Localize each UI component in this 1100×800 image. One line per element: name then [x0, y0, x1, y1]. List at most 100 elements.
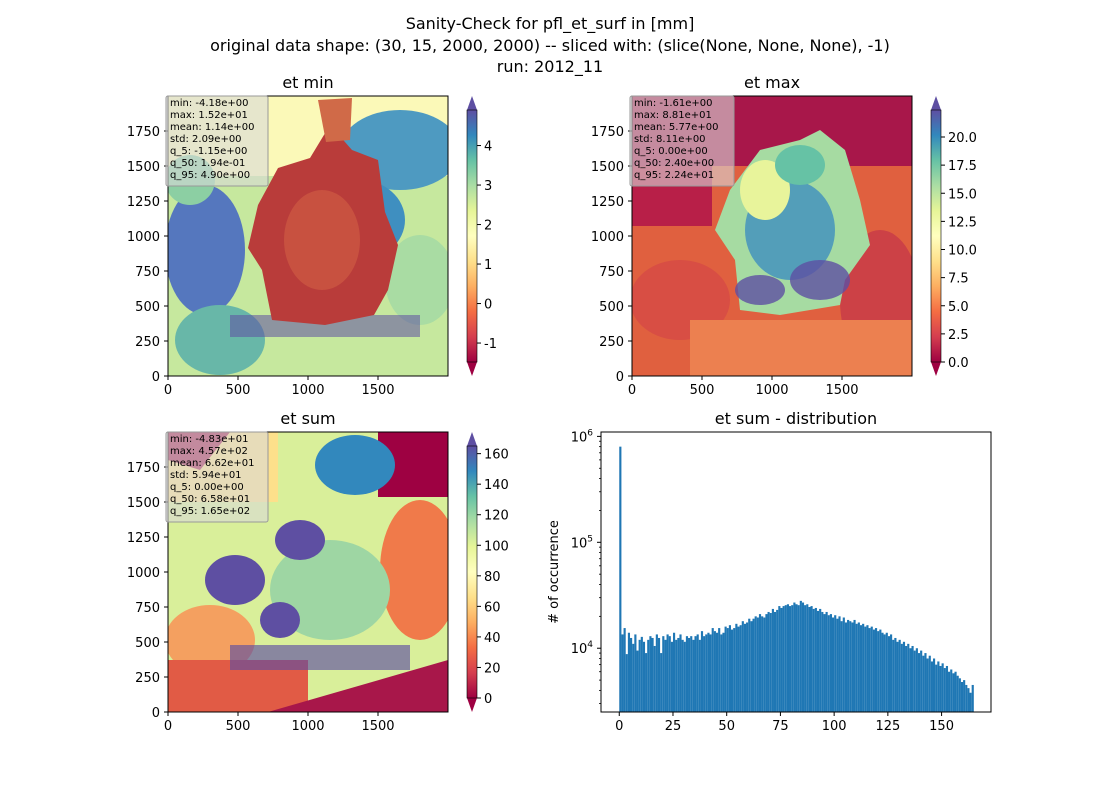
- figure-subtitle: original data shape: (30, 15, 2000, 2000…: [210, 36, 890, 55]
- colorbar-tick-label: 40: [484, 631, 501, 646]
- histogram-bar: [909, 648, 912, 712]
- y-tick-label: 1500: [127, 496, 160, 511]
- histogram-bar: [836, 618, 839, 712]
- histogram-bar: [842, 617, 845, 712]
- y-tick-label: 250: [135, 335, 160, 350]
- histogram-bar: [945, 665, 949, 712]
- y-tick-label: 250: [599, 335, 624, 350]
- histogram-bar: [913, 650, 916, 712]
- y-tick-label: 1000: [591, 230, 624, 245]
- histogram-bar: [698, 639, 701, 712]
- x-tick-label: 1500: [361, 719, 394, 734]
- panel-title: et sum: [280, 409, 335, 428]
- histogram-bar: [831, 617, 835, 712]
- colorbar-tick-label: -1: [484, 337, 497, 352]
- histogram-bar: [769, 613, 772, 712]
- stats-line: q_50: 2.40e+00: [634, 158, 714, 169]
- stats-box: min: -1.61e+00 max: 8.81e+01 mean: 5.77e…: [629, 95, 735, 187]
- colorbar-tick-label: 140: [484, 478, 509, 493]
- histogram-bar: [816, 610, 820, 712]
- histogram-bar: [971, 684, 974, 712]
- y-tick-label: 106: [571, 428, 594, 445]
- panel-title: et max: [744, 73, 800, 92]
- stats-line: max: 8.81e+01: [634, 110, 712, 121]
- histogram-bar: [619, 446, 622, 712]
- histogram-bar: [915, 648, 918, 712]
- histogram-bar: [801, 602, 805, 712]
- histogram-bar: [670, 641, 673, 712]
- histogram-bar: [621, 634, 624, 712]
- y-tick-label: 1750: [591, 125, 624, 140]
- stats-line: q_95: 2.24e+01: [634, 170, 714, 181]
- histogram-bar: [645, 653, 648, 712]
- histogram-bar: [737, 626, 740, 712]
- histogram-bar: [763, 617, 766, 712]
- histogram-bar: [885, 632, 888, 712]
- histogram-bar: [735, 623, 738, 712]
- x-tick-label: 1000: [755, 383, 788, 398]
- colorbar-tick-label: 0: [484, 298, 492, 313]
- figure-run-label: run: 2012_11: [497, 57, 603, 77]
- histogram-bar: [623, 628, 626, 712]
- histogram-bar: [752, 618, 755, 712]
- histogram-bar: [685, 636, 689, 712]
- histogram-bar: [739, 625, 742, 712]
- histogram-bar: [653, 645, 656, 712]
- x-tick-label: 150: [929, 719, 954, 734]
- y-tick-label: 1000: [127, 230, 160, 245]
- colorbar-tick-label: 4: [484, 140, 492, 155]
- histogram-bar: [827, 615, 830, 712]
- heatmap-image: [168, 96, 448, 376]
- histogram-bar: [922, 655, 925, 712]
- histogram-bar: [675, 639, 678, 712]
- histogram-bar: [692, 639, 695, 712]
- x-axis: 0 500 1000 1500: [628, 376, 859, 398]
- stats-line: q_5: 0.00e+00: [634, 146, 708, 157]
- histogram-bar: [890, 634, 893, 712]
- histogram-bar: [688, 637, 691, 712]
- colorbar-tick-label: 1: [484, 258, 492, 273]
- panel-title: et sum - distribution: [715, 409, 877, 428]
- histogram-bar: [677, 637, 680, 712]
- histogram-bar: [705, 634, 708, 712]
- histogram-bar: [960, 681, 964, 712]
- colorbar-tick-label: 2: [484, 219, 492, 234]
- histogram-bar: [859, 625, 863, 712]
- histogram-bar: [952, 673, 955, 712]
- histogram-bar: [956, 675, 959, 712]
- colorbar: 0 20 40 60 80 100 120 140 160: [466, 432, 509, 712]
- x-tick-label: 500: [226, 719, 251, 734]
- stats-line: mean: 5.77e+00: [634, 122, 718, 133]
- x-tick-label: 1500: [361, 383, 394, 398]
- histogram-bar: [870, 626, 873, 712]
- histogram-bar: [664, 639, 667, 712]
- y-tick-label: 1250: [591, 195, 624, 210]
- histogram-bar: [694, 636, 697, 712]
- y-tick-label: 750: [135, 265, 160, 280]
- histogram-bar: [799, 600, 802, 712]
- x-tick-label: 50: [718, 719, 735, 734]
- histogram-bar: [636, 650, 639, 712]
- stats-line: max: 4.57e+02: [170, 446, 248, 457]
- histogram-bar: [726, 628, 729, 712]
- colorbar-tick-label: 7.5: [948, 272, 969, 287]
- histogram-bar: [797, 605, 800, 712]
- stats-line: std: 2.09e+00: [170, 134, 242, 145]
- histogram-bar: [632, 643, 635, 712]
- histogram-bar: [808, 607, 811, 712]
- panel-title: et min: [282, 73, 333, 92]
- histogram-bar: [662, 636, 665, 712]
- plot-frame: [600, 431, 992, 713]
- histogram-bar: [950, 669, 953, 712]
- histogram-bar: [900, 643, 903, 712]
- histogram-bar: [930, 661, 933, 712]
- histogram-bar: [780, 607, 783, 712]
- histogram-bar: [696, 634, 699, 712]
- histogram-bar: [969, 692, 972, 712]
- histogram-bar: [647, 639, 650, 712]
- stats-line: q_95: 4.90e+00: [170, 170, 250, 181]
- histogram-bar: [892, 639, 895, 712]
- histogram-bar: [720, 634, 723, 712]
- histogram-bar: [814, 607, 817, 712]
- x-axis: 0 500 1000 1500: [164, 376, 395, 398]
